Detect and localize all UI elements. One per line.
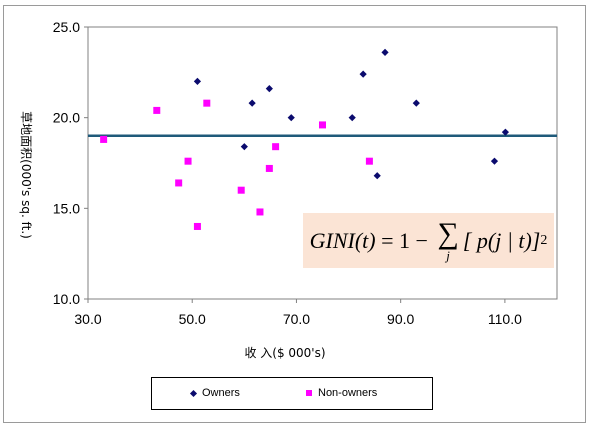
- y-tick-label: 10.0: [53, 291, 80, 307]
- owner-point: [240, 143, 248, 151]
- x-tick-label: 90.0: [387, 311, 414, 327]
- formula-body: [ p(j | t)]: [462, 227, 541, 253]
- gini-formula-box: GINI(t) = 1 − ∑ j [ p(j | t)] 2: [303, 213, 554, 268]
- y-tick-label: 25.0: [53, 19, 80, 35]
- square-marker-icon: [306, 390, 312, 396]
- data-points: [100, 48, 510, 230]
- nonowner-point: [319, 121, 326, 129]
- owner-point: [265, 85, 273, 93]
- owner-point: [193, 77, 202, 85]
- nonowner-point: [100, 135, 108, 143]
- nonowner-point: [365, 157, 373, 165]
- nonowner-point: [265, 164, 273, 172]
- owner-point: [490, 157, 499, 165]
- legend-label-nonowners: Non-owners: [318, 387, 378, 399]
- legend-item-nonowners: Non-owners: [306, 387, 377, 399]
- x-axis-title: 收 入($ 000's): [244, 346, 325, 360]
- x-tick-label: 110.0: [488, 311, 522, 327]
- legend: Owners Non-owners: [151, 377, 433, 410]
- gini-formula: GINI(t) = 1 − ∑ j [ p(j | t)] 2: [303, 213, 554, 268]
- legend-item-owners: Owners: [189, 387, 240, 399]
- nonowner-point: [175, 179, 183, 187]
- owner-point: [381, 48, 389, 56]
- formula-sum-block: ∑ j: [437, 217, 459, 263]
- nonowner-point: [203, 99, 211, 107]
- owner-point: [412, 99, 420, 107]
- formula-sum-index: j: [446, 248, 450, 263]
- formula-eq: = 1 −: [375, 227, 434, 253]
- formula-exponent: 2: [540, 232, 548, 248]
- y-tick-label: 20.0: [53, 110, 80, 126]
- x-tick-label: 30.0: [74, 311, 101, 327]
- x-tick-label: 50.0: [179, 311, 206, 327]
- y-tick-label: 15.0: [53, 200, 80, 216]
- owner-point: [248, 99, 256, 107]
- x-axis: 30.0 50.0 70.0 90.0 110.0: [74, 299, 522, 327]
- nonowner-point: [256, 208, 264, 216]
- owner-point: [348, 114, 356, 122]
- nonowner-point: [272, 143, 280, 151]
- formula-lhs: GINI(t): [309, 227, 376, 253]
- sigma-symbol: ∑: [437, 217, 459, 250]
- diamond-marker-icon: [189, 389, 198, 397]
- nonowner-point: [193, 222, 201, 230]
- nonowner-point: [237, 186, 245, 194]
- owner-point: [373, 172, 381, 180]
- owner-point: [501, 128, 510, 136]
- nonowner-point: [184, 157, 192, 165]
- y-axis-title: 草地面积(000's sq. ft.): [19, 111, 33, 239]
- owner-point: [359, 70, 367, 78]
- y-axis: 10.0 15.0 20.0 25.0: [53, 19, 88, 307]
- nonowner-point: [153, 106, 161, 114]
- x-tick-label: 70.0: [283, 311, 310, 327]
- legend-label-owners: Owners: [202, 387, 240, 399]
- owner-point: [287, 114, 295, 122]
